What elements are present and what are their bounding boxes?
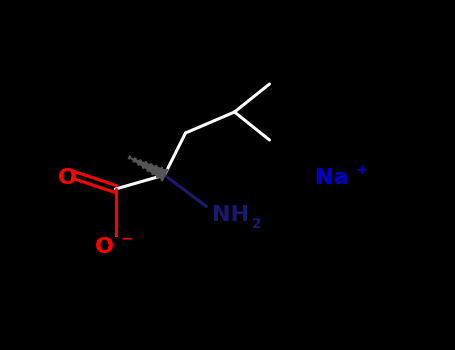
Text: NH: NH xyxy=(212,205,249,225)
Text: 2: 2 xyxy=(252,217,262,231)
Text: −: − xyxy=(121,231,133,245)
Text: Na: Na xyxy=(315,168,349,189)
Text: +: + xyxy=(355,163,367,177)
Text: O: O xyxy=(58,168,77,189)
Text: O: O xyxy=(95,237,113,257)
Polygon shape xyxy=(130,158,167,180)
